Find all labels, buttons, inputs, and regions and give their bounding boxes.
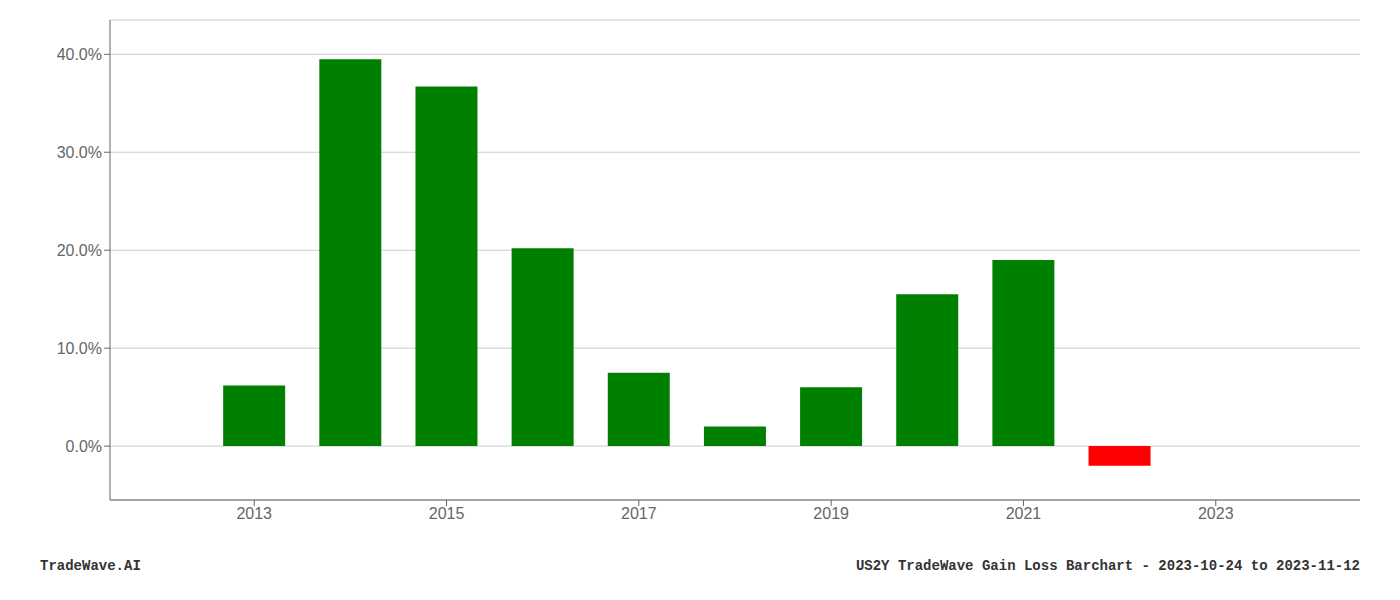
svg-text:0.0%: 0.0% [66, 438, 102, 455]
svg-text:20.0%: 20.0% [57, 242, 102, 259]
svg-text:30.0%: 30.0% [57, 144, 102, 161]
svg-text:2019: 2019 [813, 505, 849, 522]
svg-text:2017: 2017 [621, 505, 657, 522]
svg-text:2023: 2023 [1198, 505, 1234, 522]
svg-text:2013: 2013 [236, 505, 272, 522]
svg-text:2015: 2015 [429, 505, 465, 522]
svg-text:2021: 2021 [1006, 505, 1042, 522]
svg-text:40.0%: 40.0% [57, 46, 102, 63]
html-text:TradeWave.AI: TradeWave.AI [40, 558, 141, 574]
svg-text:10.0%: 10.0% [57, 340, 102, 357]
html-text:US2Y TradeWave Gain Loss Barch: US2Y TradeWave Gain Loss Barchart - 2023… [855, 558, 1360, 574]
